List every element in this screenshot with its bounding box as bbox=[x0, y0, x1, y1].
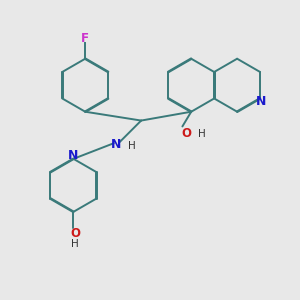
Text: N: N bbox=[68, 149, 79, 162]
Text: O: O bbox=[70, 227, 80, 240]
Text: O: O bbox=[182, 127, 192, 140]
Text: N: N bbox=[256, 95, 267, 108]
Text: N: N bbox=[111, 138, 121, 151]
Text: H: H bbox=[198, 129, 206, 139]
Text: H: H bbox=[71, 239, 79, 249]
Text: F: F bbox=[81, 32, 89, 45]
Text: H: H bbox=[128, 141, 136, 151]
